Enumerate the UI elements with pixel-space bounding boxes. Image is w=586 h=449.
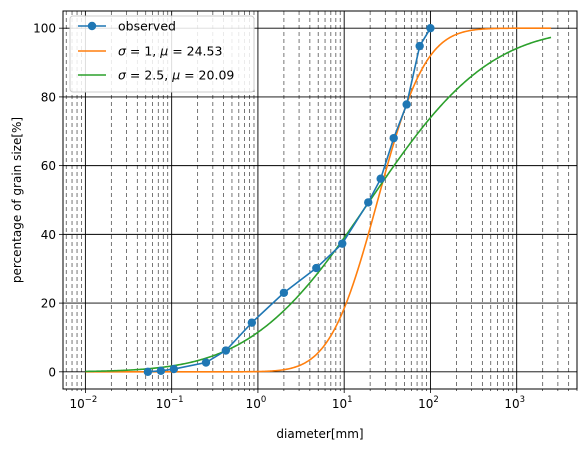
observed-point xyxy=(221,346,231,355)
y-tick-label: 80 xyxy=(41,90,56,104)
y-tick-label: 100 xyxy=(33,22,56,36)
observed-point xyxy=(201,358,211,367)
observed-point xyxy=(247,318,257,327)
plot-frame xyxy=(62,10,578,390)
axis-ticks: 10−2 10−1 100 101 102 103 0 20 40 60 80 100 xyxy=(33,22,578,411)
legend-swatch-marker xyxy=(87,21,97,31)
x-tick-label: 10−2 xyxy=(69,395,97,411)
observed-point xyxy=(143,367,153,377)
observed-point xyxy=(338,239,347,248)
observed-point xyxy=(169,364,179,374)
x-tick-label: 10−1 xyxy=(156,395,184,411)
x-tick-label: 101 xyxy=(332,395,353,411)
y-tick-label: 40 xyxy=(41,228,56,242)
x-tick-label: 100 xyxy=(246,395,267,411)
legend-label: σ = 1, μ = 24.53 xyxy=(118,44,222,59)
observed-point xyxy=(364,198,373,207)
observed-point xyxy=(389,133,398,143)
x-tick-label: 103 xyxy=(504,395,525,411)
observed-point xyxy=(312,263,321,273)
legend-label: observed xyxy=(118,19,176,34)
y-tick-label: 60 xyxy=(41,159,56,173)
observed-point xyxy=(279,288,289,297)
observed-point xyxy=(156,366,166,375)
legend: observed σ = 1, μ = 24.53 σ = 2.5, μ = 20.… xyxy=(69,15,255,93)
series-layer xyxy=(85,23,552,377)
x-tick-label: 102 xyxy=(418,395,439,411)
observed-point xyxy=(426,23,435,33)
legend-box xyxy=(69,15,255,93)
observed-point xyxy=(402,100,411,109)
observed-point xyxy=(376,174,385,183)
y-axis-label: percentage of grain size[%] xyxy=(10,117,24,283)
y-tick-label: 20 xyxy=(41,297,56,311)
legend-label: σ = 2.5, μ = 20.09 xyxy=(118,68,234,83)
x-axis-label: diameter[mm] xyxy=(276,427,363,441)
observed-point xyxy=(415,41,424,51)
y-tick-label: 0 xyxy=(48,365,56,379)
